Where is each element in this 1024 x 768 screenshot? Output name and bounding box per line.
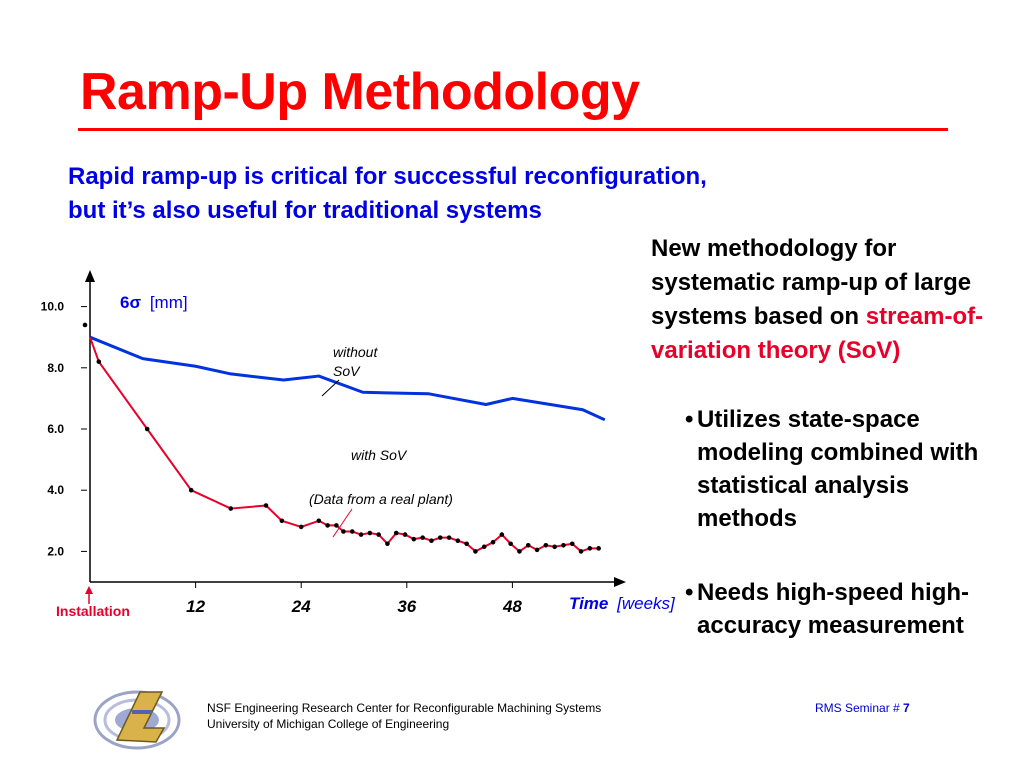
data-point bbox=[534, 547, 540, 553]
subtitle-line-1: Rapid ramp-up is critical for successful… bbox=[68, 163, 707, 190]
data-point bbox=[437, 535, 443, 540]
y-tick-label: 4.0 bbox=[47, 483, 64, 497]
data-point bbox=[298, 524, 304, 530]
title-underline bbox=[78, 128, 948, 131]
x-tick-label: 48 bbox=[502, 597, 522, 616]
data-point bbox=[316, 518, 322, 524]
bullet-dot-icon: • bbox=[685, 579, 694, 606]
y-axis-arrow-icon bbox=[85, 270, 95, 282]
data-point bbox=[358, 532, 364, 537]
data-point bbox=[411, 536, 417, 542]
x-axis-title-unit: [weeks] bbox=[616, 594, 676, 613]
data-point bbox=[499, 532, 505, 537]
data-point bbox=[569, 541, 575, 547]
tick-group: 2.0 4.0 6.0 8.0 10.0 12 24 36 48 bbox=[41, 300, 523, 616]
data-point bbox=[376, 532, 381, 537]
data-point bbox=[552, 544, 557, 550]
data-point bbox=[188, 487, 194, 493]
data-point bbox=[279, 518, 285, 524]
bullet-text-1: Utilizes state-space modeling combined w… bbox=[697, 406, 979, 532]
data-point bbox=[490, 539, 496, 545]
methodology-text: New methodology for systematic ramp-up o… bbox=[651, 232, 991, 368]
y-axis-title-main: 6σ bbox=[120, 293, 141, 312]
data-point bbox=[517, 549, 522, 554]
data-point bbox=[473, 549, 478, 554]
footer-center-name: NSF Engineering Research Center for Reco… bbox=[207, 701, 602, 715]
subtitle-line-2: but it’s also useful for traditional sys… bbox=[68, 197, 542, 224]
data-point bbox=[561, 542, 566, 548]
bullet-dot-icon: • bbox=[685, 406, 694, 433]
bullet-item-2: • Needs high-speed high-accuracy measure… bbox=[685, 576, 997, 642]
data-point bbox=[341, 529, 346, 534]
data-point bbox=[508, 541, 513, 547]
footer-university: University of Michigan College of Engine… bbox=[207, 717, 450, 731]
data-point bbox=[325, 523, 330, 528]
without-sov-pointer bbox=[321, 379, 340, 397]
data-point bbox=[349, 529, 355, 534]
data-point bbox=[367, 530, 373, 536]
installation-arrow-icon bbox=[85, 586, 93, 594]
data-point bbox=[393, 530, 399, 536]
data-point bbox=[587, 546, 593, 551]
data-point bbox=[481, 544, 487, 550]
x-tick-label: 12 bbox=[186, 597, 205, 616]
x-tick-label: 24 bbox=[291, 597, 311, 616]
bullet-text-2: Needs high-speed high-accuracy measureme… bbox=[697, 579, 970, 639]
data-point bbox=[144, 426, 150, 432]
y-axis-title-unit: [mm] bbox=[150, 293, 188, 312]
x-axis-title-main: Time bbox=[569, 594, 608, 613]
data-point bbox=[420, 535, 425, 540]
data-point bbox=[446, 535, 452, 540]
y-axis-title: 6σ [mm] bbox=[120, 293, 188, 312]
ramp-up-chart: Installation 6σ [mm] Time [weeks] 2.0 4.0… bbox=[41, 270, 676, 619]
without-sov-label-line2: SoV bbox=[333, 363, 361, 379]
data-source-annotation: (Data from a real plant) bbox=[309, 491, 453, 507]
y-tick-label: 2.0 bbox=[47, 544, 64, 558]
data-point bbox=[525, 542, 531, 548]
data-point bbox=[263, 503, 269, 508]
x-axis-title: Time [weeks] bbox=[569, 594, 676, 613]
data-point bbox=[429, 538, 434, 543]
page-number: 7 bbox=[903, 701, 910, 715]
y-tick-label: 6.0 bbox=[47, 422, 64, 436]
installation-label: Installation bbox=[56, 603, 130, 619]
data-point bbox=[596, 546, 601, 551]
with-sov-pointer bbox=[332, 508, 353, 538]
data-point bbox=[385, 541, 390, 547]
data-point bbox=[543, 542, 549, 548]
data-point bbox=[82, 322, 88, 328]
y-tick-label: 10.0 bbox=[41, 300, 65, 314]
slide-title: Ramp-Up Methodology bbox=[80, 63, 640, 121]
with-sov-label: with SoV bbox=[351, 447, 408, 463]
data-point bbox=[455, 538, 461, 543]
x-axis-arrow-icon bbox=[614, 577, 626, 587]
data-point bbox=[578, 549, 584, 554]
data-point bbox=[464, 541, 469, 547]
bullet-item-1: • Utilizes state-space modeling combined… bbox=[685, 403, 997, 535]
footer-seminar-text: RMS Seminar # bbox=[815, 701, 900, 715]
series-line-without-sov bbox=[89, 335, 606, 422]
y-tick-label: 8.0 bbox=[47, 361, 64, 375]
methodology-intro: New methodology for systematic ramp-up o… bbox=[651, 235, 972, 330]
data-point bbox=[96, 359, 102, 364]
footer-seminar-label: RMS Seminar # 7 bbox=[815, 701, 910, 715]
sov-highlight: stream-of-variation theory (SoV) bbox=[651, 303, 984, 364]
without-sov-label-line1: without bbox=[333, 344, 378, 360]
x-tick-label: 36 bbox=[397, 597, 416, 616]
data-point bbox=[402, 532, 408, 537]
logo-icon bbox=[92, 682, 192, 759]
series-group bbox=[82, 322, 606, 554]
data-point bbox=[334, 523, 339, 528]
data-point bbox=[228, 506, 234, 511]
